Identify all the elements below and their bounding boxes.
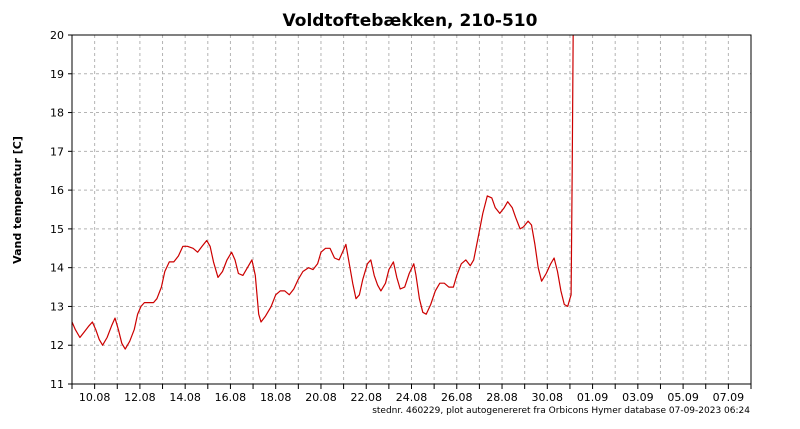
y-tick-label: 20 bbox=[50, 29, 64, 42]
water-temperature-line bbox=[72, 35, 574, 350]
x-tick-label: 12.08 bbox=[124, 391, 156, 404]
x-tick-label: 22.08 bbox=[350, 391, 382, 404]
x-tick-label: 18.08 bbox=[260, 391, 292, 404]
y-axis-label: Vand temperatur [C] bbox=[11, 136, 24, 264]
y-tick-label: 15 bbox=[50, 223, 64, 236]
x-tick-label: 20.08 bbox=[305, 391, 337, 404]
chart-footer: stednr. 460229, plot autogenereret fra O… bbox=[372, 406, 750, 416]
grid bbox=[72, 35, 752, 384]
x-tick-label: 07.09 bbox=[713, 391, 745, 404]
y-tick-label: 11 bbox=[50, 378, 64, 391]
y-tick-label: 14 bbox=[50, 262, 64, 275]
x-tick-label: 28.08 bbox=[486, 391, 518, 404]
y-tick-label: 18 bbox=[50, 107, 64, 120]
x-tick-label: 14.08 bbox=[169, 391, 201, 404]
x-tick-label: 05.09 bbox=[667, 391, 699, 404]
y-tick-label: 13 bbox=[50, 300, 64, 313]
x-tick-label: 30.08 bbox=[532, 391, 564, 404]
x-axis: 10.08 12.08 14.08 16.08 18.08 20.08 22.08 24.08… bbox=[71, 384, 752, 404]
y-tick-label: 19 bbox=[50, 68, 64, 81]
y-tick-label: 16 bbox=[50, 184, 64, 197]
x-tick-label: 10.08 bbox=[79, 391, 111, 404]
x-tick-label: 26.08 bbox=[441, 391, 473, 404]
series-group bbox=[72, 35, 574, 350]
y-tick-label: 17 bbox=[50, 145, 64, 158]
y-axis: 11 12 13 14 15 16 17 18 19 20 bbox=[50, 29, 72, 391]
y-tick-label: 12 bbox=[50, 339, 64, 352]
x-tick-label: 16.08 bbox=[215, 391, 247, 404]
x-tick-label: 03.09 bbox=[622, 391, 654, 404]
x-tick-label: 24.08 bbox=[396, 391, 428, 404]
chart-title: Voldtoftebækken, 210-510 bbox=[283, 11, 538, 31]
x-tick-label: 01.09 bbox=[577, 391, 609, 404]
